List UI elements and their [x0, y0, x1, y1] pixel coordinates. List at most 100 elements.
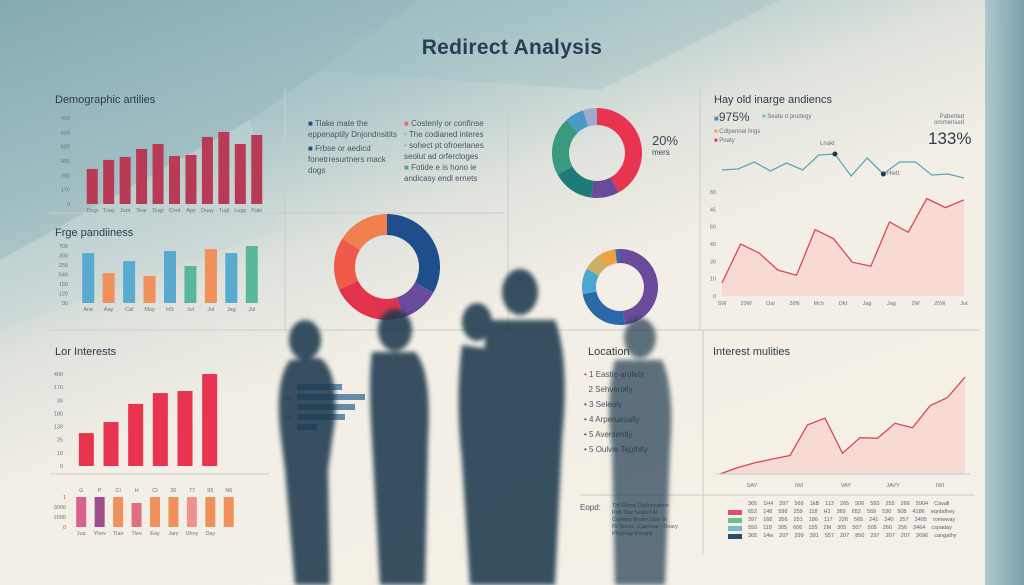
data-table: 365 1H4 397 566 1kB 113 265 506 593 255 266 5904 Cav…	[728, 500, 957, 540]
table-cell: 508	[897, 509, 907, 515]
table-cell: 550	[748, 525, 758, 531]
audience-legend-item: ■ Seate d prodegy	[762, 114, 812, 120]
bar	[119, 156, 131, 204]
bar	[201, 136, 213, 204]
bg-facet	[300, 0, 780, 90]
bar	[103, 422, 119, 466]
series-line	[719, 376, 966, 475]
table-cell: 207	[779, 533, 789, 539]
bar	[184, 266, 197, 303]
table-cell: romeway	[932, 517, 956, 523]
bar-top-label: H	[135, 488, 139, 494]
bar	[152, 393, 168, 466]
legend-item: ■ Frbse or aedicd fonetrresurtners mack …	[308, 144, 386, 175]
y-tick-label: 400	[61, 116, 70, 122]
donut-sub: mers	[652, 148, 670, 157]
person-silhouette	[278, 320, 336, 585]
table-cell: 505	[867, 525, 877, 531]
donut-segment	[597, 108, 642, 193]
table-cell: cspaday	[931, 525, 952, 531]
table-cell: 186	[808, 517, 818, 523]
y-tick-label: 60	[710, 225, 716, 231]
table-cell: 251	[793, 517, 803, 523]
table-cell: 850	[855, 533, 865, 539]
area-fill	[720, 377, 965, 474]
x-tick-label: 20W	[934, 301, 946, 307]
table-row: 365 1H4 397 566 1kB 113 265 506 593 255 266 5904 Cav…	[728, 500, 957, 508]
x-tick-label: Jary	[168, 531, 179, 537]
table-cell: 266	[900, 501, 910, 507]
table-cell: 391	[809, 533, 819, 539]
x-tick-label: Cont	[169, 208, 181, 214]
bar	[136, 148, 148, 204]
table-cell: 593	[870, 501, 880, 507]
y-tick-label: 170	[54, 385, 63, 391]
x-tick-label: VAY	[841, 483, 852, 489]
marker-point	[832, 151, 838, 157]
y-tick-label: 130	[54, 425, 63, 431]
table-cell: 507	[852, 525, 862, 531]
table-cell: 118	[763, 525, 772, 531]
table-cell: 168	[763, 517, 773, 523]
table-cell: 557	[824, 533, 835, 539]
x-tick-label: Dugi	[152, 208, 163, 214]
table-cell: eqnbdhey	[930, 509, 955, 515]
x-tick-label: Jag	[227, 307, 236, 313]
table-cell: 569	[866, 509, 877, 515]
bar	[82, 253, 95, 303]
table-cell: 257	[899, 517, 909, 523]
person-silhouette	[483, 269, 565, 585]
x-tick-label: Tear	[136, 208, 147, 214]
donut-segment	[582, 291, 625, 325]
x-tick-label: Oat	[766, 301, 775, 307]
y-tick-label: 600	[61, 130, 70, 136]
bar	[225, 253, 238, 303]
y-tick-label: 250	[59, 263, 68, 269]
x-tick-label: Jag	[863, 301, 872, 307]
table-cell: 340	[884, 517, 894, 523]
legend-item: • sohect pt ofroerlanes seolut ad orferc…	[404, 141, 484, 161]
y-tick-label: 40	[710, 242, 716, 248]
bar	[143, 276, 156, 303]
donut-segment	[566, 110, 589, 133]
y-tick-label: 700	[59, 244, 68, 250]
table-cell: 397	[779, 501, 789, 507]
x-tick-label: HS	[166, 307, 174, 313]
y-tick-label: 400	[61, 159, 70, 165]
y-tick-label: 200	[61, 173, 70, 179]
y-tick-label: 170	[61, 188, 70, 194]
table-cell: 365	[748, 501, 758, 507]
x-tick-label: Apy	[186, 208, 196, 214]
audience-title: Hay old inarge andiencs	[714, 94, 833, 106]
bar	[86, 168, 98, 204]
donut-label: 20% mers	[652, 133, 678, 157]
x-tick-label: Tugl	[219, 208, 230, 214]
x-tick-label: Day	[205, 531, 215, 537]
bar	[218, 131, 230, 204]
bar	[113, 497, 124, 527]
x-tick-label: 2W	[911, 301, 920, 307]
y-tick-label: 500	[61, 145, 70, 151]
y-tick-label: 25	[57, 438, 63, 444]
x-tick-label: IWI	[795, 483, 804, 489]
bar	[103, 159, 115, 204]
x-tick-label: Jul	[248, 307, 255, 313]
bar-top-label: P	[98, 488, 102, 494]
audience-stat: ■975%	[714, 110, 750, 124]
table-cell: 598	[778, 509, 788, 515]
table-cell: 260	[882, 525, 892, 531]
table-cell: 652	[748, 509, 758, 515]
marker-point	[880, 171, 886, 177]
table-cell: 113	[825, 501, 834, 507]
table-cell: 606	[793, 525, 803, 531]
table-cell: 4186	[912, 509, 925, 515]
x-tick-label: Jag	[887, 301, 896, 307]
table-cell: 356	[778, 517, 788, 523]
row-swatch	[728, 517, 742, 523]
row-swatch	[728, 509, 742, 515]
donut-segment	[591, 177, 619, 198]
table-row: 652 148 598 259 118 H2 369 652 569 530 508 4186 eqnb…	[728, 508, 957, 516]
audience-legend-item: ■ Poaty	[714, 138, 735, 144]
bar	[202, 374, 218, 466]
audience-legend-item: ■ Cdlpennal lings	[714, 129, 761, 135]
